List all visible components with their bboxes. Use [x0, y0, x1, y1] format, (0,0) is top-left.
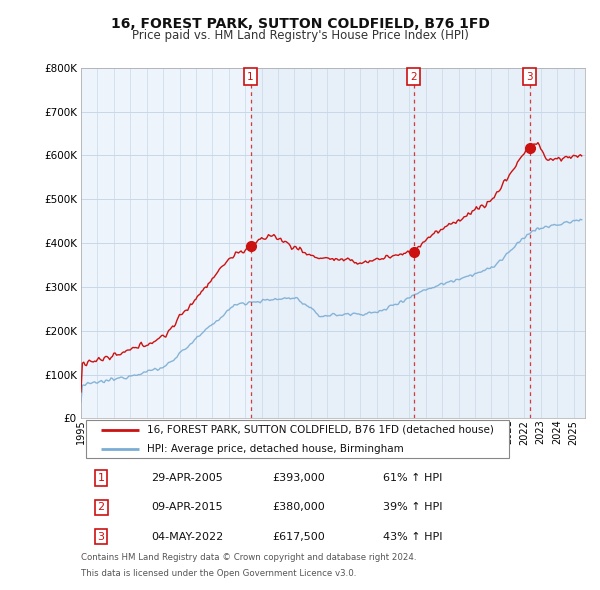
Text: Price paid vs. HM Land Registry's House Price Index (HPI): Price paid vs. HM Land Registry's House …: [131, 30, 469, 42]
Text: 16, FOREST PARK, SUTTON COLDFIELD, B76 1FD (detached house): 16, FOREST PARK, SUTTON COLDFIELD, B76 1…: [146, 425, 493, 435]
Text: 61% ↑ HPI: 61% ↑ HPI: [383, 473, 443, 483]
Text: 2: 2: [410, 71, 417, 81]
Bar: [414, 68, 530, 418]
Text: 2: 2: [98, 502, 105, 512]
Text: £393,000: £393,000: [272, 473, 325, 483]
Text: 43% ↑ HPI: 43% ↑ HPI: [383, 532, 443, 542]
Text: 1: 1: [98, 473, 104, 483]
Text: 04-MAY-2022: 04-MAY-2022: [152, 532, 224, 542]
Text: £617,500: £617,500: [272, 532, 325, 542]
Bar: [251, 68, 414, 418]
Text: 3: 3: [98, 532, 104, 542]
Text: 3: 3: [527, 71, 533, 81]
Text: 39% ↑ HPI: 39% ↑ HPI: [383, 502, 443, 512]
Bar: [530, 68, 585, 418]
Text: HPI: Average price, detached house, Birmingham: HPI: Average price, detached house, Birm…: [146, 444, 403, 454]
Text: 09-APR-2015: 09-APR-2015: [152, 502, 223, 512]
FancyBboxPatch shape: [86, 421, 509, 458]
Text: 29-APR-2005: 29-APR-2005: [152, 473, 223, 483]
Text: This data is licensed under the Open Government Licence v3.0.: This data is licensed under the Open Gov…: [81, 569, 356, 578]
Text: Contains HM Land Registry data © Crown copyright and database right 2024.: Contains HM Land Registry data © Crown c…: [81, 553, 416, 562]
Text: £380,000: £380,000: [272, 502, 325, 512]
Text: 16, FOREST PARK, SUTTON COLDFIELD, B76 1FD: 16, FOREST PARK, SUTTON COLDFIELD, B76 1…: [110, 17, 490, 31]
Text: 1: 1: [247, 71, 254, 81]
